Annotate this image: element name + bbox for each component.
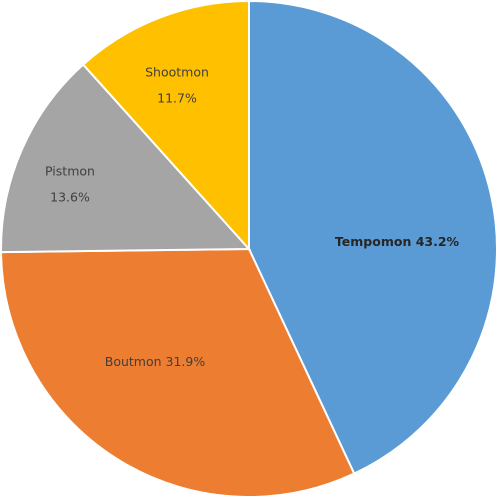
slice-name: Pistmon xyxy=(45,164,95,179)
slice-value-label: 11.7% xyxy=(157,91,197,106)
slice-value-label: 43.2% xyxy=(416,234,460,249)
slice-name: Tempomon xyxy=(335,234,411,249)
slice-label: Tempomon 43.2% xyxy=(335,234,460,249)
slice-value-label: 13.6% xyxy=(50,190,90,205)
slice-label: Boutmon 31.9% xyxy=(105,354,206,369)
slice-value-label: 31.9% xyxy=(166,354,206,369)
pie-slice xyxy=(0,247,356,498)
pie-slice xyxy=(81,0,250,252)
slice-name: Shootmon xyxy=(145,65,209,80)
pie-slice xyxy=(248,0,498,475)
slice-name: Boutmon xyxy=(105,354,162,369)
pie-slice xyxy=(0,63,252,254)
